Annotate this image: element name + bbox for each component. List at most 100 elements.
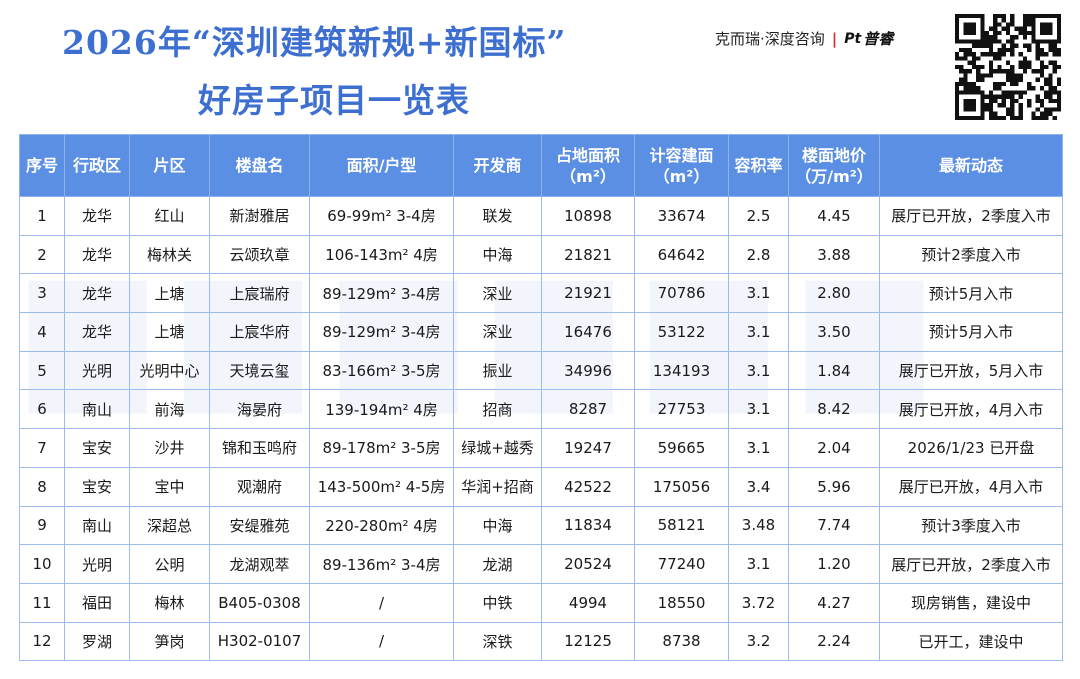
table-cell: 2026/1/23 已开盘 [879, 428, 1063, 468]
table-row: 1 龙华 红山 新澍雅居 69-99m² 3-4房 联发 10898 33674 2.5 4.45… [19, 196, 1063, 236]
column-header-label: 行政区 [72, 156, 121, 175]
table-cell: 深铁 [453, 621, 542, 662]
column-header-label: 占地面积 [555, 145, 620, 165]
table-cell: 220-280m² 4房 [309, 505, 454, 546]
table-cell: 上塘 [129, 312, 210, 352]
column-header: 容积率 [728, 134, 789, 197]
table-cell: 上塘 [129, 273, 210, 314]
table-cell: 5.96 [788, 466, 880, 507]
table-cell: 64642 [634, 234, 729, 275]
column-header-label: 面积/户型 [346, 156, 417, 175]
table-cell: 预计5月入市 [879, 312, 1063, 352]
table-cell: 4994 [541, 582, 635, 623]
column-header-unit: （m²） [653, 166, 710, 186]
table-cell: 锦和玉鸣府 [209, 428, 310, 468]
table-cell: 8 [19, 466, 65, 507]
table-cell: 3.2 [728, 621, 789, 662]
table-cell: 3.1 [728, 273, 789, 314]
table-cell: 12125 [541, 621, 635, 662]
table-cell: 梅林关 [129, 234, 210, 275]
table-row: 5 光明 光明中心 天境云玺 83-166m² 3-5房 振业 34996 134193 3.1… [19, 350, 1063, 391]
table-cell: 1.84 [788, 350, 880, 391]
table-cell: 2.8 [728, 234, 789, 275]
table-cell: 龙华 [64, 312, 130, 352]
column-header: 计容建面 （m²） [634, 134, 729, 197]
table-cell: 深超总 [129, 505, 210, 546]
table-cell: 20524 [541, 544, 635, 584]
table-cell: 现房销售，建设中 [879, 582, 1063, 623]
table-cell: 8738 [634, 621, 729, 662]
table-cell: 龙湖观萃 [209, 544, 310, 584]
column-header-label: 计容建面 [649, 145, 714, 165]
column-header: 楼盘名 [209, 134, 310, 197]
table-cell: 公明 [129, 544, 210, 584]
table-cell: 中海 [453, 505, 542, 546]
column-header: 楼面地价 （万/m²） [788, 134, 880, 197]
table-cell: 南山 [64, 505, 130, 546]
table-cell: 21921 [541, 273, 635, 314]
table-cell: 预计2季度入市 [879, 234, 1063, 275]
column-header-label: 开发商 [473, 156, 522, 175]
table-cell: 3.1 [728, 544, 789, 584]
table-cell: 展厅已开放，2季度入市 [879, 196, 1063, 236]
table-header-row: 序号 行政区 片区 楼盘名 面积/户型 开发商 占地面积 （m²） 计容建面 （m²） 容积率 楼面地… [19, 134, 1063, 197]
table-cell: 2.80 [788, 273, 880, 314]
table-cell: 海晏府 [209, 389, 310, 430]
table-cell: B405-0308 [209, 582, 310, 623]
table-cell: 11 [19, 582, 65, 623]
table-cell: 龙华 [64, 273, 130, 314]
table-cell: 天境云玺 [209, 350, 310, 391]
table-cell: 53122 [634, 312, 729, 352]
table-cell: 展厅已开放，2季度入市 [879, 544, 1063, 584]
table-cell: 绿城+越秀 [453, 428, 542, 468]
table-body: 1 龙华 红山 新澍雅居 69-99m² 3-4房 联发 10898 33674 2.5 4.45… [19, 196, 1063, 662]
table-cell: 福田 [64, 582, 130, 623]
table-cell: 深业 [453, 273, 542, 314]
table-cell: 光明 [64, 544, 130, 584]
table-cell: 1.20 [788, 544, 880, 584]
table-cell: 83-166m² 3-5房 [309, 350, 454, 391]
table-cell: 沙井 [129, 428, 210, 468]
table-row: 11 福田 梅林 B405-0308/中铁 4994 18550 3.72 4.27 现房销售，… [19, 582, 1063, 623]
table-cell: 华润+招商 [453, 466, 542, 507]
table-cell: 龙华 [64, 196, 130, 236]
table-cell: 罗湖 [64, 621, 130, 662]
table-cell: 6 [19, 389, 65, 430]
table-cell: 宝中 [129, 466, 210, 507]
table-cell: 2.5 [728, 196, 789, 236]
table-cell: 红山 [129, 196, 210, 236]
table-cell: 3.1 [728, 389, 789, 430]
table-cell: 梅林 [129, 582, 210, 623]
table-cell: 8.42 [788, 389, 880, 430]
table-cell: 106-143m² 4房 [309, 234, 454, 275]
column-header-unit: （万/m²） [795, 166, 873, 186]
column-header-label: 楼面地价 [801, 145, 866, 165]
table-cell: 3 [19, 273, 65, 314]
table-cell: 33674 [634, 196, 729, 236]
table-cell: 143-500m² 4-5房 [309, 466, 454, 507]
table-cell: 笋岗 [129, 621, 210, 662]
table-cell: 上宸瑞府 [209, 273, 310, 314]
page-title-line2: 好房子项目一览表 [198, 81, 470, 120]
column-header-label: 楼盘名 [235, 156, 284, 175]
table-cell: 69-99m² 3-4房 [309, 196, 454, 236]
table-cell: 4.45 [788, 196, 880, 236]
table-cell: 3.48 [728, 505, 789, 546]
column-header: 片区 [129, 134, 210, 197]
table-cell: 5 [19, 350, 65, 391]
table-cell: 2.04 [788, 428, 880, 468]
table-row: 12 罗湖 笋岗 H302-0107/深铁 12125 8738 3.2 2.24 已开工，建设… [19, 621, 1063, 662]
table-cell: 27753 [634, 389, 729, 430]
table-cell: 展厅已开放，4月入市 [879, 466, 1063, 507]
table-cell: 7 [19, 428, 65, 468]
table-cell: 观潮府 [209, 466, 310, 507]
table-cell: / [309, 582, 454, 623]
table-cell: 89-129m² 3-4房 [309, 312, 454, 352]
table-cell: 3.72 [728, 582, 789, 623]
column-header-label: 容积率 [734, 156, 783, 175]
table-row: 4 龙华 上塘 上宸华府 89-129m² 3-4房 深业 16476 53122 3.1 3.5… [19, 312, 1063, 352]
table-cell: 展厅已开放，5月入市 [879, 350, 1063, 391]
table-cell: 前海 [129, 389, 210, 430]
table-cell: 89-129m² 3-4房 [309, 273, 454, 314]
table-cell: 中海 [453, 234, 542, 275]
